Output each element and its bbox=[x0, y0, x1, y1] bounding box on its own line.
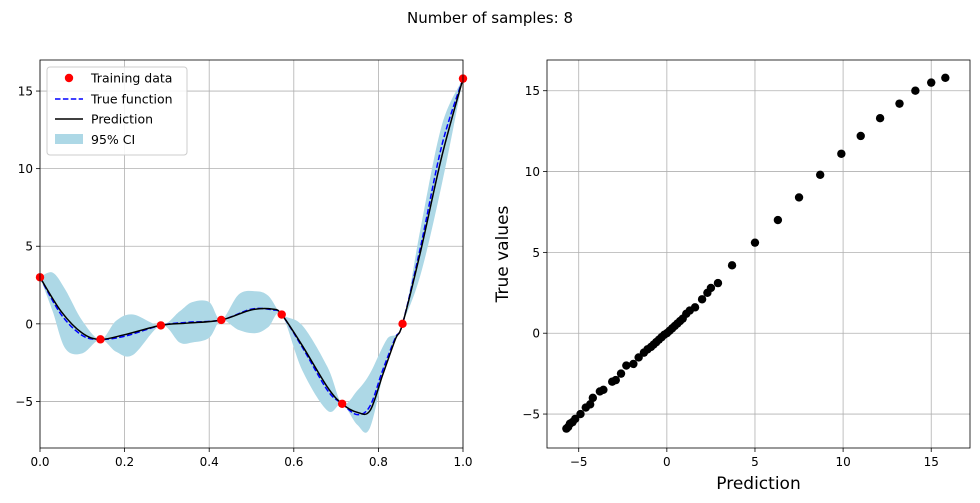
legend-label-prediction: Prediction bbox=[91, 112, 153, 127]
chart-1-ytick-label-15: 15 bbox=[525, 84, 540, 98]
legend-label-95-ci: 95% CI bbox=[91, 132, 135, 147]
scatter-point bbox=[706, 283, 716, 293]
chart-0-xtick-label-0-6: 0.6 bbox=[284, 455, 303, 469]
scatter-point bbox=[611, 375, 620, 385]
figure-title: Number of samples: 8 bbox=[407, 9, 573, 27]
scatter-point bbox=[576, 409, 585, 419]
scatter-point bbox=[773, 215, 783, 225]
chart-1-xtick-label-10: 10 bbox=[835, 455, 850, 469]
chart-1-xtick-label-15: 15 bbox=[924, 455, 939, 469]
scatter-point bbox=[599, 385, 608, 394]
chart-0-ytick-label-10: 10 bbox=[18, 162, 33, 176]
chart-0-xtick-label-0-0: 0.0 bbox=[30, 455, 49, 469]
chart-0-xtick-label-1-0: 1.0 bbox=[453, 455, 472, 469]
scatter-point bbox=[690, 303, 700, 312]
right-plot-grid bbox=[547, 60, 970, 448]
chart-0-xtick-label-0-4: 0.4 bbox=[200, 455, 219, 469]
y-axis-label: True values bbox=[493, 205, 513, 303]
scatter-point bbox=[875, 114, 885, 123]
x-axis-label: Prediction bbox=[716, 474, 800, 494]
scatter-point bbox=[794, 193, 804, 202]
training-point bbox=[156, 321, 166, 330]
training-point bbox=[277, 310, 286, 319]
scatter-point bbox=[750, 238, 760, 247]
scatter-point bbox=[588, 393, 598, 403]
legend: Training data True function Prediction 9… bbox=[46, 66, 188, 156]
scatter-point bbox=[616, 369, 626, 378]
scatter-point bbox=[727, 261, 737, 270]
left-plot: 0.0 0.2 0.4 0.6 0.8 1.0 −5 0 5 10 15 Training data… bbox=[15, 59, 473, 469]
chart-0-ytick-label-0: 0 bbox=[25, 317, 33, 331]
chart-1-ytick-label-0: 0 bbox=[532, 327, 540, 341]
chart-0-xtick-label-0-2: 0.2 bbox=[115, 455, 134, 469]
scatter-points-layer bbox=[562, 73, 950, 433]
training-point bbox=[96, 335, 105, 344]
scatter-point bbox=[815, 170, 825, 179]
chart-1-ytick-label-minus-5: −5 bbox=[522, 408, 540, 422]
scatter-point bbox=[697, 295, 707, 304]
chart-0-ytick-label-5: 5 bbox=[25, 240, 33, 254]
scatter-point bbox=[585, 400, 595, 409]
scatter-point bbox=[634, 353, 643, 362]
chart-0-ytick-label-minus-5: −5 bbox=[15, 395, 33, 409]
scatter-point bbox=[713, 278, 723, 288]
scatter-point bbox=[571, 414, 580, 424]
scatter-point bbox=[837, 149, 846, 158]
left-plot-frame bbox=[39, 59, 464, 449]
scatter-point bbox=[927, 78, 936, 87]
legend-box bbox=[46, 66, 188, 156]
scatter-point bbox=[895, 99, 904, 108]
chart-1-xtick-label-0: 0 bbox=[663, 455, 671, 469]
legend-label-true-function: True function bbox=[90, 92, 173, 107]
scatter-point bbox=[941, 73, 950, 82]
training-point bbox=[217, 315, 226, 325]
legend-patch-95-ci bbox=[55, 134, 83, 144]
chart-0-xtick-label-0-8: 0.8 bbox=[369, 455, 388, 469]
right-plot-ticks: −5 0 5 10 15 −5 0 5 10 15 bbox=[522, 84, 939, 469]
scatter-point bbox=[622, 361, 631, 370]
training-point bbox=[337, 399, 347, 408]
left-plot-ticks: 0.0 0.2 0.4 0.6 0.8 1.0 −5 0 5 10 15 bbox=[15, 85, 472, 469]
chart-1-xtick-label-minus-5: −5 bbox=[570, 455, 588, 469]
scatter-point bbox=[856, 131, 865, 141]
scatter-point bbox=[911, 86, 920, 95]
legend-marker-training-data bbox=[64, 73, 74, 83]
right-plot: −5 0 5 10 15 −5 0 5 10 15 Prediction True values bbox=[493, 59, 971, 494]
training-point bbox=[398, 319, 407, 329]
legend-label-training-data: Training data bbox=[90, 71, 172, 86]
scatter-point bbox=[629, 359, 638, 369]
chart-1-ytick-label-10: 10 bbox=[525, 165, 540, 179]
right-plot-frame bbox=[546, 59, 971, 449]
chart-0-ytick-label-15: 15 bbox=[18, 85, 33, 99]
chart-1-ytick-label-5: 5 bbox=[532, 246, 540, 260]
chart-1-xtick-label-5: 5 bbox=[751, 455, 759, 469]
